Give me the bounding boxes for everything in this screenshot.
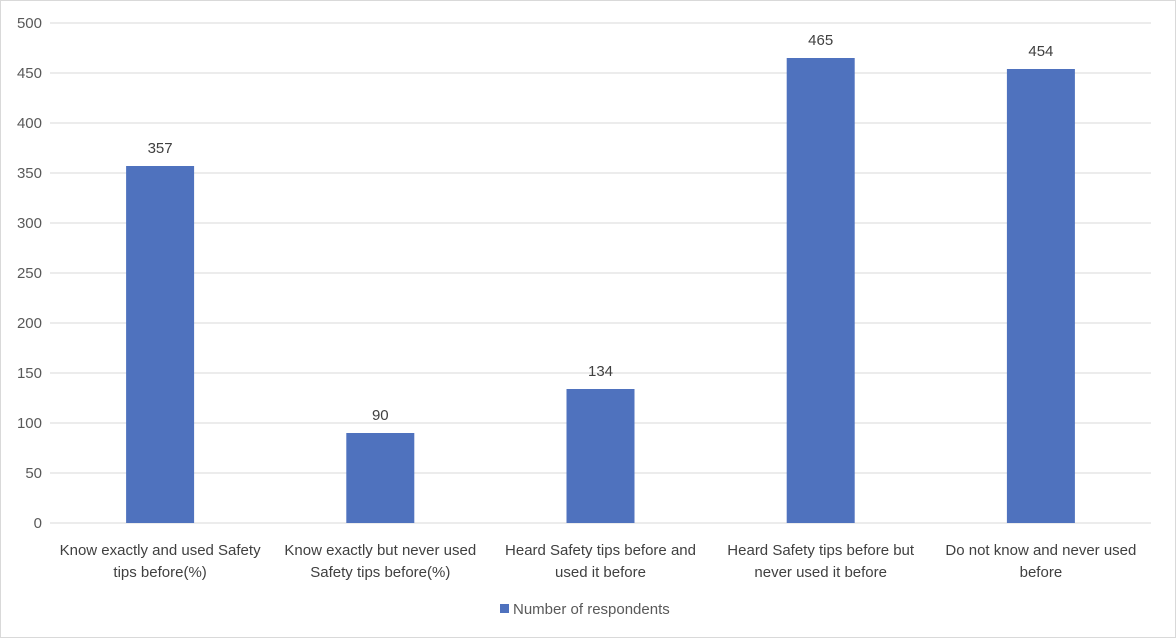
data-label: 454	[1028, 43, 1053, 60]
y-tick-label: 450	[17, 65, 42, 82]
x-axis-categories: Know exactly and used Safety tips before(…	[60, 542, 1137, 581]
y-tick-label: 200	[17, 315, 42, 332]
y-tick-label: 150	[17, 365, 42, 382]
x-category-label: Know exactly but never used	[284, 542, 476, 559]
data-labels: 357 90 134 465 454	[148, 32, 1054, 424]
data-label: 357	[148, 140, 173, 157]
x-category-label: used it before	[555, 564, 646, 581]
x-category-label: Safety tips before(%)	[310, 564, 450, 581]
data-label: 134	[588, 363, 613, 380]
bar	[1006, 69, 1075, 523]
y-tick-label: 500	[17, 15, 42, 32]
legend-swatch	[500, 604, 509, 613]
x-category-label: Heard Safety tips before and	[505, 542, 696, 559]
y-tick-label: 50	[25, 465, 42, 482]
x-category-label: Heard Safety tips before but	[727, 542, 915, 559]
y-tick-label: 0	[34, 515, 42, 532]
legend: Number of respondents	[500, 601, 670, 618]
gridlines	[50, 22, 1151, 524]
bar	[566, 389, 635, 523]
bar	[346, 433, 415, 523]
bar	[126, 166, 195, 523]
y-tick-label: 350	[17, 165, 42, 182]
y-tick-label: 300	[17, 215, 42, 232]
y-axis-ticks: 0 50 100 150 200 250 300 350 400 450 500	[17, 15, 42, 532]
data-label: 465	[808, 32, 833, 49]
y-tick-label: 100	[17, 415, 42, 432]
bars	[126, 58, 1075, 523]
legend-label: Number of respondents	[513, 601, 670, 618]
y-tick-label: 250	[17, 265, 42, 282]
x-category-label: before	[1020, 564, 1063, 581]
data-label: 90	[372, 407, 389, 424]
x-category-label: Do not know and never used	[945, 542, 1136, 559]
x-category-label: Know exactly and used Safety	[60, 542, 261, 559]
x-category-label: never used it before	[754, 564, 887, 581]
x-category-label: tips before(%)	[113, 564, 206, 581]
bar	[786, 58, 855, 523]
y-tick-label: 400	[17, 115, 42, 132]
